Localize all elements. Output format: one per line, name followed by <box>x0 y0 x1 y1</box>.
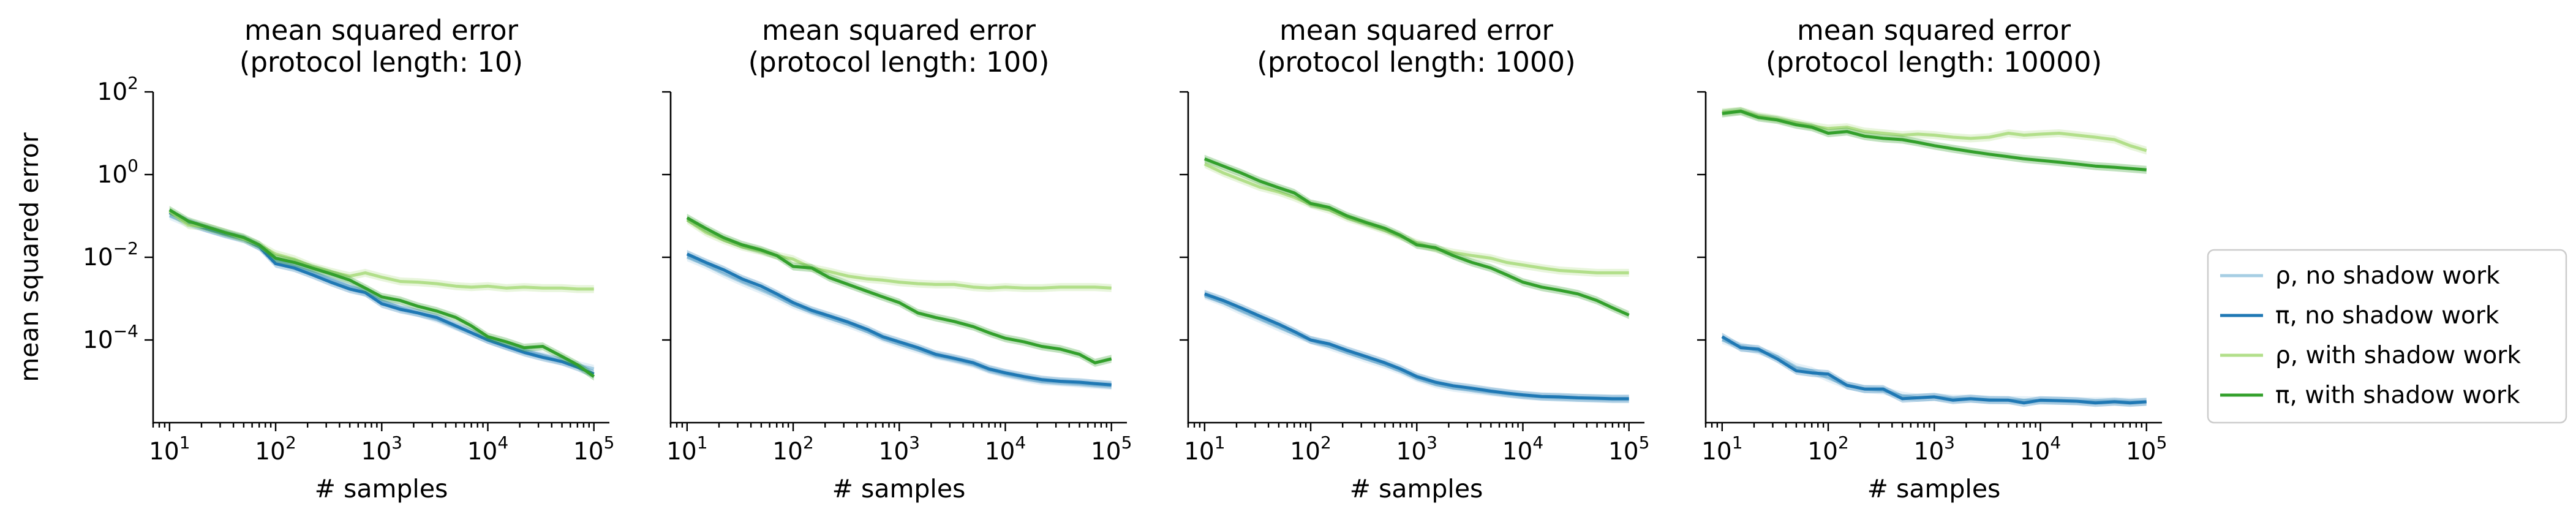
legend-label: ρ, no shadow work <box>2275 262 2500 290</box>
series-line <box>1203 292 1629 401</box>
x-axis-label: # samples <box>315 474 448 504</box>
series-line <box>1721 335 2147 405</box>
y-axis-label: mean squared error <box>15 132 44 382</box>
x-tick-label: 103 <box>361 432 402 466</box>
panel-4: mean squared error (protocol length: 1000… <box>1697 14 2167 504</box>
legend-label: ρ, with shadow work <box>2275 342 2521 369</box>
series-band <box>1204 291 1629 404</box>
panel-title: mean squared error (protocol length: 10) <box>239 14 523 78</box>
x-tick-label: 102 <box>772 432 813 466</box>
x-tick-label: 105 <box>2126 432 2167 466</box>
y-tick-label: 10−4 <box>83 321 138 354</box>
x-tick-label: 101 <box>666 432 707 466</box>
x-tick-label: 104 <box>985 432 1026 466</box>
series-line <box>686 218 1112 290</box>
series-band <box>1204 290 1629 403</box>
x-tick-label: 102 <box>1290 432 1331 466</box>
x-tick-label: 105 <box>573 432 614 466</box>
x-tick-label: 103 <box>1396 432 1437 466</box>
series-line <box>168 208 595 378</box>
x-axis-label: # samples <box>1867 474 2001 504</box>
series-band <box>169 208 594 379</box>
series-line <box>1722 110 2147 172</box>
series-line <box>1203 293 1629 401</box>
panel-3: mean squared error (protocol length: 1000… <box>1180 14 1649 504</box>
x-tick-label: 103 <box>1914 432 1955 466</box>
series-band <box>687 250 1112 389</box>
panel-title: mean squared error (protocol length: 1000… <box>1766 14 2102 78</box>
series-band <box>1722 107 2147 174</box>
x-tick-label: 103 <box>879 432 920 466</box>
x-axis-label: # samples <box>1350 474 1483 504</box>
series-line <box>686 252 1112 387</box>
series-line <box>686 255 1112 388</box>
series-line <box>168 209 594 291</box>
series-line <box>1203 157 1630 317</box>
x-tick-label: 101 <box>1701 432 1742 466</box>
panel-1: mean squared error (protocol length: 10) 1… <box>15 14 614 504</box>
x-tick-label: 105 <box>1608 432 1649 466</box>
series-band <box>169 207 594 293</box>
series-band <box>1204 154 1629 319</box>
legend-label: π, no shadow work <box>2275 302 2499 330</box>
series-band <box>1204 160 1629 277</box>
series-line <box>1722 109 2147 153</box>
x-tick-label: 104 <box>1502 432 1543 466</box>
x-axis-label: # samples <box>832 474 966 504</box>
x-tick-label: 102 <box>255 432 296 466</box>
x-tick-label: 101 <box>149 432 190 466</box>
series-line <box>686 216 1112 364</box>
series-band <box>687 253 1112 390</box>
series-band <box>1722 107 2147 155</box>
legend-label: π, with shadow work <box>2275 382 2520 409</box>
y-tick-label: 10−2 <box>83 238 138 271</box>
x-tick-label: 104 <box>467 432 508 466</box>
series-band <box>1722 333 2147 407</box>
panel-title: mean squared error (protocol length: 100) <box>748 14 1050 78</box>
x-tick-label: 105 <box>1091 432 1132 466</box>
x-tick-label: 104 <box>2020 432 2061 466</box>
x-tick-label: 102 <box>1807 432 1848 466</box>
series-line <box>1721 338 2147 404</box>
y-tick-label: 100 <box>97 156 138 189</box>
legend: ρ, no shadow work π, no shadow work ρ, wit… <box>2207 249 2567 424</box>
x-tick-label: 101 <box>1184 432 1225 466</box>
legend-frame <box>2207 249 2567 424</box>
panel-title: mean squared error (protocol length: 1000… <box>1257 14 1575 78</box>
y-tick-label: 102 <box>97 73 138 106</box>
panel-2: mean squared error (protocol length: 100)… <box>662 14 1132 504</box>
